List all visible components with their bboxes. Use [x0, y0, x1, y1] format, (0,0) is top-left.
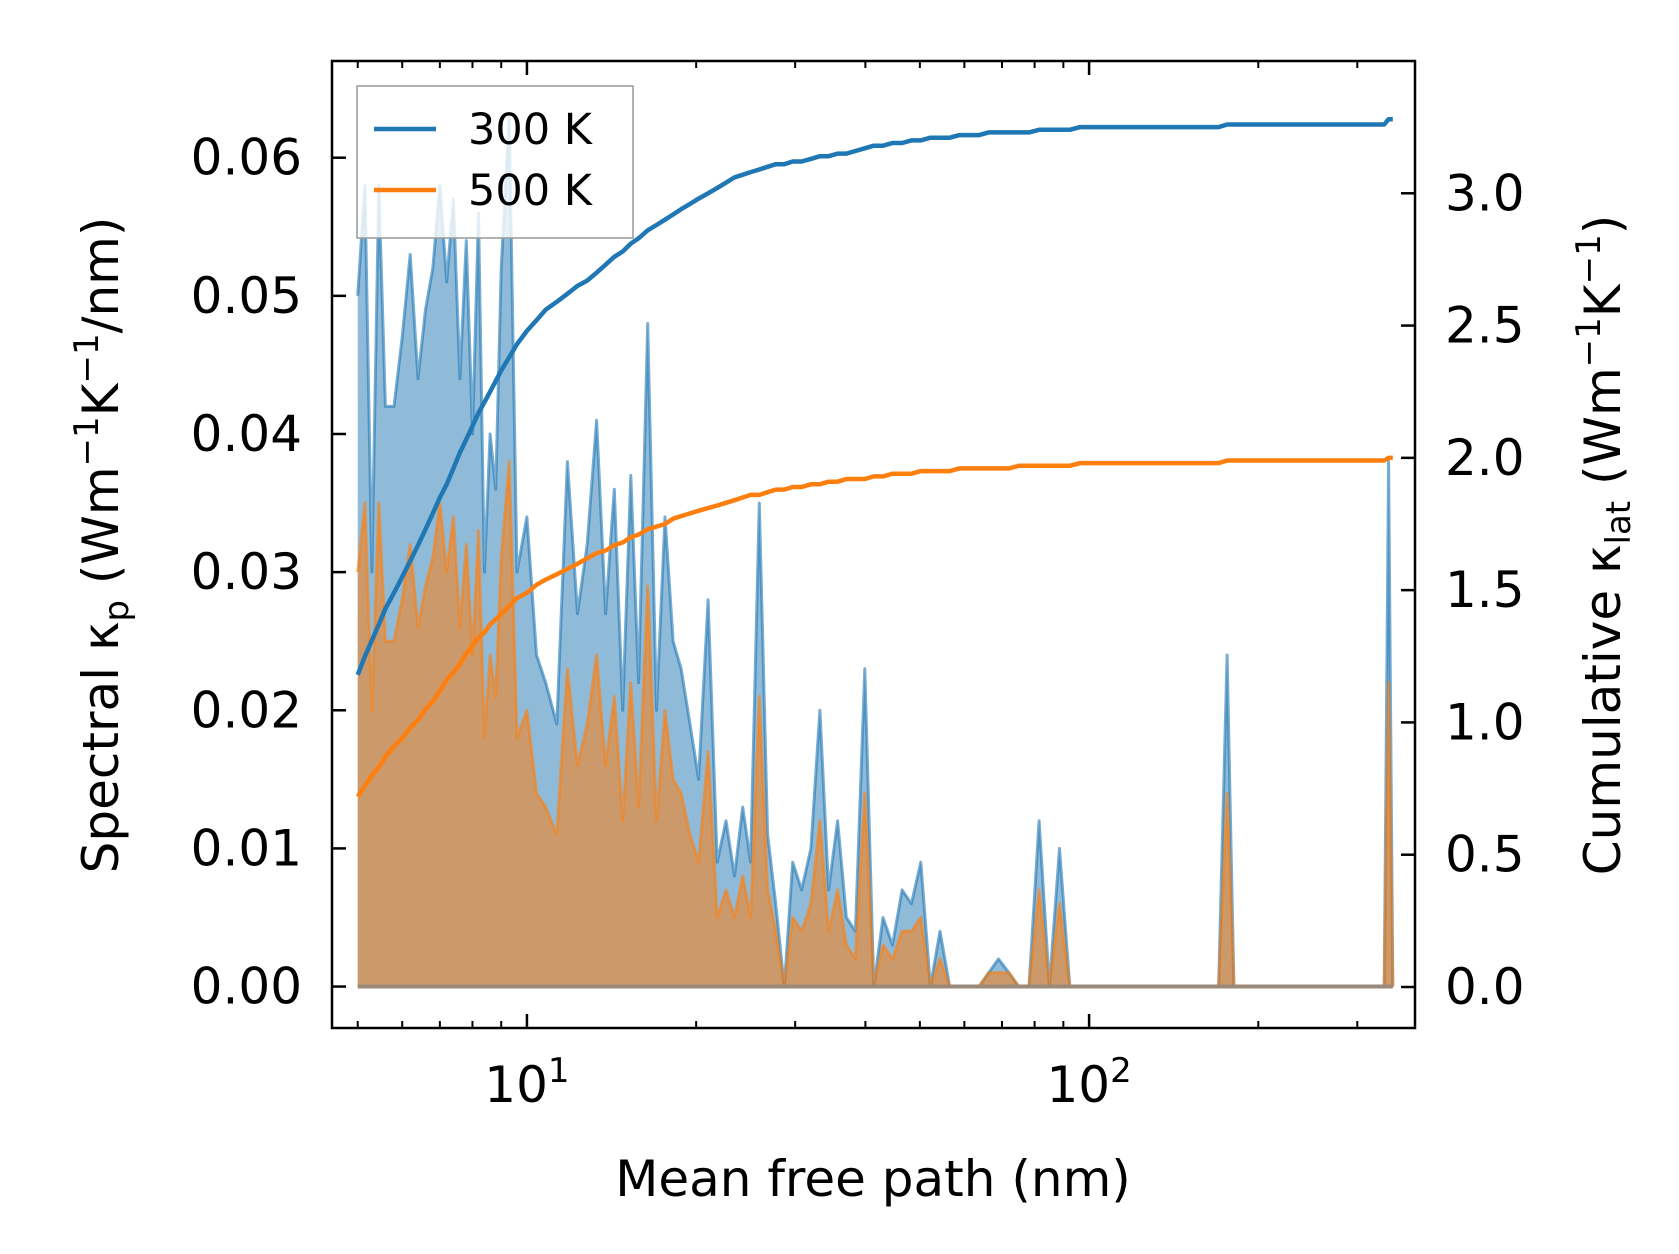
legend-label-300k: 300 K	[468, 105, 594, 155]
plot-data-layer	[355, 114, 1395, 989]
left-tick-label: 0.04	[191, 405, 302, 463]
x-tick-label: 102	[1046, 1051, 1131, 1114]
right-tick-label: 1.5	[1445, 561, 1525, 619]
left-axis-title: Spectral κp (Wm−1K−1/nm)	[67, 217, 137, 874]
spectral-area-500k	[357, 461, 1393, 987]
left-tick-label: 0.00	[191, 958, 302, 1016]
x-tick-label: 101	[484, 1051, 569, 1114]
left-tick-label: 0.02	[191, 681, 302, 739]
cumulative-line-300k	[355, 116, 1393, 676]
legend-label-500k: 500 K	[468, 166, 594, 216]
legend: 300 K 500 K	[356, 85, 634, 239]
right-axis-title: Cumulative κlat (Wm−1K−1)	[1569, 215, 1639, 875]
right-tick-label: 0.5	[1445, 826, 1525, 884]
tick-labels: 0.00 0.01 0.02 0.03 0.04 0.05 0.06 0.0 0.5 1.0 1.5…	[191, 129, 1525, 1114]
right-tick-label: 0.0	[1445, 958, 1525, 1016]
right-tick-label: 3.0	[1445, 164, 1525, 222]
cumulative-line-500k	[355, 455, 1393, 798]
left-tick-label: 0.06	[191, 129, 302, 187]
x-axis-title: Mean free path (nm)	[615, 1150, 1131, 1208]
plot-frame	[330, 59, 1417, 1030]
left-tick-label: 0.03	[191, 543, 302, 601]
right-tick-label: 2.0	[1445, 429, 1525, 487]
left-tick-label: 0.01	[191, 819, 302, 877]
left-tick-label: 0.05	[191, 267, 302, 325]
right-tick-label: 1.0	[1445, 693, 1525, 751]
right-tick-label: 2.5	[1445, 297, 1525, 355]
legend-box	[356, 85, 634, 239]
